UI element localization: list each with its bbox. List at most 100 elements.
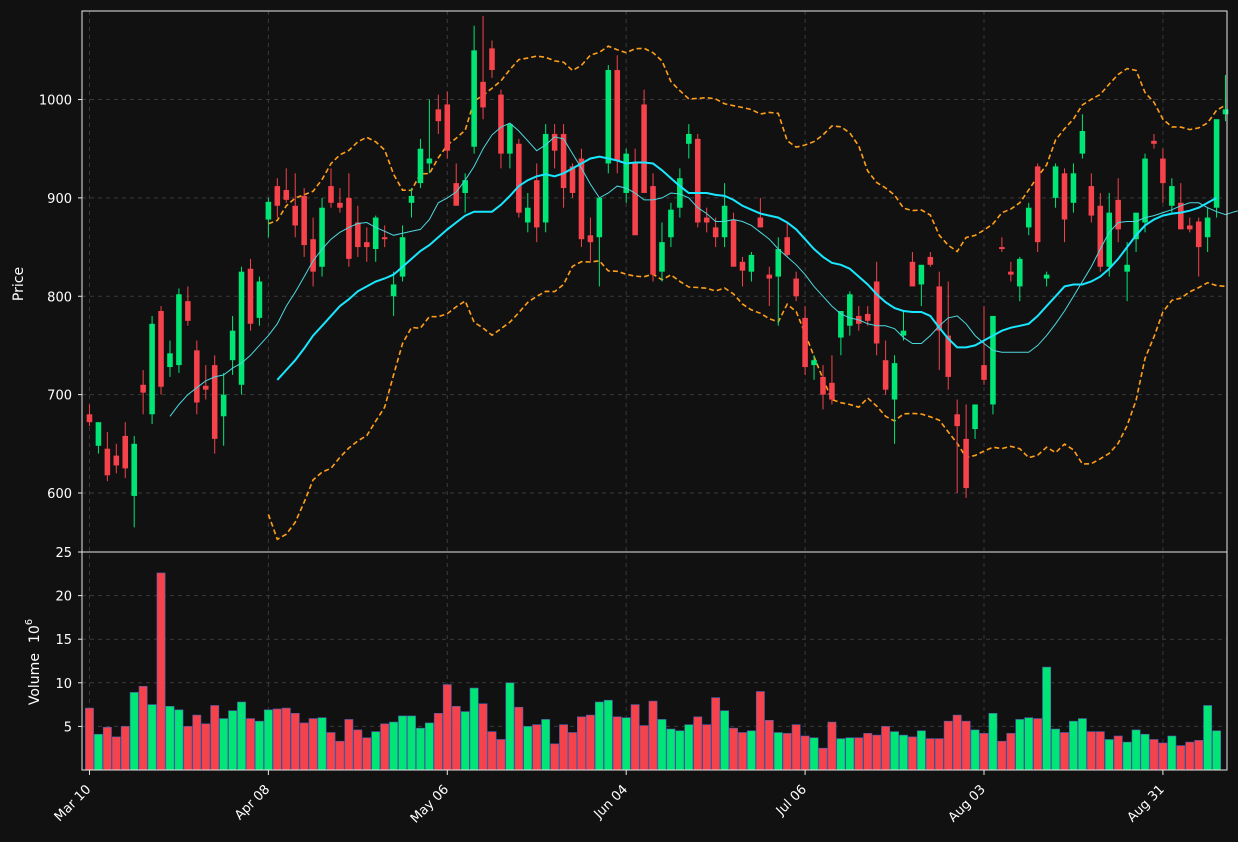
volume-bar	[308, 718, 318, 771]
volume-tick-label: 25	[55, 546, 72, 561]
volume-bar	[111, 736, 121, 771]
volume-bar	[934, 738, 944, 771]
moving-average-lines	[169, 122, 1238, 417]
volume-bar	[416, 727, 425, 771]
volume-tick-label: 20	[55, 590, 72, 605]
volume-bar	[1086, 731, 1096, 771]
candle-body	[829, 382, 835, 400]
candle-body	[1160, 158, 1166, 184]
volume-bar	[612, 716, 622, 771]
volume-bar	[657, 719, 667, 771]
volume-bar	[290, 713, 300, 771]
candle-body	[730, 219, 737, 267]
volume-bar	[925, 738, 935, 771]
candle-body	[489, 48, 495, 71]
volume-bar	[550, 743, 560, 771]
candle-body	[176, 294, 182, 366]
candle-body	[1034, 166, 1041, 243]
volume-bar	[389, 721, 399, 771]
volume-axis-unit: 10	[27, 625, 43, 643]
volume-bar	[1167, 735, 1177, 771]
candle-body	[202, 385, 209, 390]
volume-bar	[630, 704, 640, 771]
volume-bar	[773, 732, 783, 771]
volume-bar	[85, 707, 94, 771]
volume-axis-label-text: Volume	[27, 653, 43, 705]
volume-bar	[514, 706, 524, 771]
volume-bar	[863, 733, 873, 771]
volume-bar	[219, 718, 229, 771]
candle-body	[113, 455, 120, 466]
candle-body	[739, 261, 746, 271]
candle-body	[346, 197, 352, 259]
volume-bar	[147, 704, 157, 771]
candle-body	[1043, 274, 1050, 279]
candle-body	[811, 360, 817, 366]
volume-bar	[1051, 728, 1060, 771]
candle-body	[247, 268, 254, 324]
volume-bar	[979, 733, 989, 771]
candle-body	[1088, 186, 1095, 216]
bollinger-upper-line	[268, 45, 1226, 253]
volume-bar	[1042, 666, 1052, 771]
volume-bar	[916, 730, 926, 771]
volume-bar	[326, 732, 336, 771]
candle-body	[909, 261, 916, 287]
volume-bar	[1140, 733, 1150, 771]
candle-body	[167, 353, 173, 368]
candle-body	[990, 315, 996, 405]
candle-body	[426, 158, 433, 164]
candle-body	[1186, 225, 1193, 230]
volume-bars	[85, 572, 1221, 771]
candle-body	[158, 311, 164, 387]
candle-body	[480, 81, 486, 108]
candle-body	[587, 235, 594, 243]
volume-bar	[210, 705, 220, 771]
candle-body	[292, 205, 298, 226]
volume-bar	[943, 720, 953, 771]
volume-axis-label: Volume 106	[24, 619, 43, 705]
price-tick-label: 900	[47, 192, 72, 207]
bollinger-lower-line	[267, 259, 1226, 541]
candle-body	[1133, 212, 1139, 240]
volume-bar	[1176, 745, 1186, 771]
candle-body	[471, 50, 477, 147]
volume-bar	[335, 740, 345, 771]
candle-body	[140, 384, 146, 393]
candle-body	[355, 222, 361, 248]
volume-bar	[782, 733, 792, 771]
candle-body	[122, 435, 129, 469]
volume-bar	[585, 714, 595, 771]
volume-bar	[451, 706, 461, 771]
candle-body	[891, 363, 898, 400]
volume-bar	[818, 747, 828, 771]
candle-body	[632, 163, 638, 236]
volume-bar	[997, 740, 1007, 771]
candle-body	[364, 242, 370, 248]
candle-body	[381, 237, 388, 240]
candle-body	[1204, 217, 1211, 238]
volume-bar	[362, 737, 372, 771]
candle-body	[864, 313, 871, 321]
volume-bar	[693, 716, 703, 771]
volume-bar	[952, 714, 962, 771]
volume-bar	[478, 703, 488, 771]
sma-slow-line	[276, 155, 1218, 381]
candle-body	[560, 133, 567, 189]
volume-bar	[1212, 730, 1221, 771]
volume-bar	[568, 732, 577, 771]
volume-bar	[299, 722, 309, 771]
volume-bar	[970, 729, 980, 771]
candle-body	[194, 350, 200, 403]
volume-bar	[1015, 719, 1025, 771]
volume-bar	[201, 723, 211, 771]
volume-bar	[890, 731, 899, 771]
candle-body	[694, 138, 701, 223]
volume-bar	[639, 725, 649, 771]
volume-bar	[228, 710, 238, 771]
volume-bar	[407, 715, 416, 771]
candle-body	[283, 190, 290, 200]
candle-body	[1151, 140, 1157, 144]
volume-bar	[353, 729, 363, 771]
candle-body	[525, 207, 531, 223]
